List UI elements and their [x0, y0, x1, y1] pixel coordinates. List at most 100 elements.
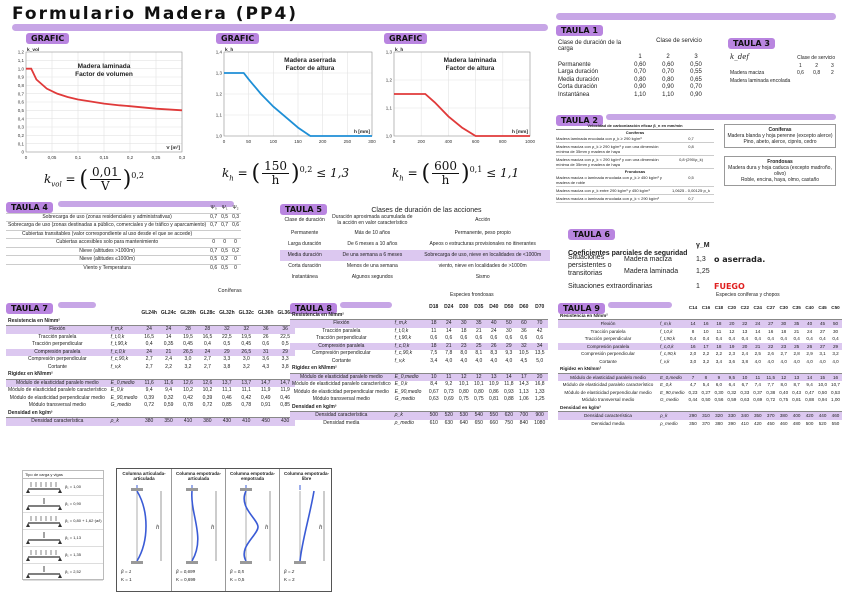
tabla9-header-row: C14 C16 C18 C20 C22 C24 C27 C30 C35 C40 C45 C50	[558, 304, 842, 312]
tabla9-cell: 0,4	[728, 336, 736, 341]
tabla9-cell: 22	[764, 342, 778, 350]
tabla8-row-label: Módulo transversal medio	[312, 396, 370, 402]
tabla1-row-label: Permanente	[558, 61, 591, 68]
tabla9-cell: 16	[686, 342, 700, 350]
grafic-label-1: GRAFIC	[26, 33, 70, 44]
tabla9-cell: 320	[712, 411, 726, 420]
tabla8-cell: 12	[471, 373, 487, 381]
tabla8-table: D18 D24 D30 D35 D40 D50 D60 D70 Resistencia en N…	[290, 304, 548, 427]
tabla9-cell: 0,23	[688, 389, 698, 395]
chart-ylabel: k_vol	[27, 47, 39, 53]
tabla9-cell: 4,7	[689, 382, 697, 387]
chart-xlabel: V [m³]	[166, 145, 180, 151]
column-title: Columna empotrada-articulada	[175, 471, 221, 481]
tabla2-header: Velocidad de carbonización eficaz β_n en…	[556, 123, 714, 130]
tabla7-cell: 9,4	[145, 387, 153, 393]
tabla8-row-label: Densidad característica	[290, 411, 393, 420]
tabla2-row-value: 0,7	[688, 136, 694, 141]
tabla8-cell: 4,0	[505, 357, 513, 364]
tabla8-row-label: Módulo de elasticidad perpendicular medi…	[293, 388, 389, 395]
tabla3-cell	[825, 78, 840, 86]
tabla8-cell: 640	[459, 419, 468, 426]
tabla9-cell: 3,4	[715, 358, 723, 364]
tabla8-cell: 10,5	[518, 350, 529, 356]
tabla9-col: C20	[727, 305, 737, 310]
tabla7-row-label: Módulo de elasticidad paralelo caracterí…	[8, 387, 107, 393]
tabla7-cell: 0,5	[223, 341, 231, 347]
chart-x-tick: 600	[472, 139, 480, 144]
column-base-support	[294, 561, 306, 564]
tabla9-cell: 0,72	[766, 397, 776, 402]
tabla4-row: Viento y Temperatura 0,6 0,5 0	[6, 264, 242, 272]
column-top-support	[240, 488, 252, 491]
tabla9-section-title: Rigidez en kN/mm²	[558, 365, 842, 374]
chart-series-line	[394, 93, 530, 137]
tabla9-col: C27	[766, 305, 775, 310]
tabla1-row: Corta duración 0,90 0,90 0,70	[556, 84, 710, 92]
tabla1-cell: 0,60	[634, 61, 646, 68]
tabla4-row: Nieve (altitudes >1000m) 0,7 0,5 0,2	[6, 247, 242, 256]
tabla9-cell: 22	[738, 319, 752, 328]
tabla8-row-label: Cortante	[331, 357, 351, 364]
tabla9-cell: 400	[790, 411, 804, 420]
tabla7-cell: 0,35	[163, 341, 174, 347]
tabla9-cell: 6,4	[728, 382, 736, 387]
chart-title-line2: Factor de altura	[446, 65, 495, 72]
tabla2-block: TAULA 2	[556, 110, 840, 128]
tabla7-cell: 3,6	[262, 356, 270, 362]
tabla9-header-empty	[558, 304, 658, 312]
tabla4-cell: 0	[234, 239, 237, 245]
tabla1-cell: 0,80	[662, 76, 674, 83]
tabla9-bar	[608, 302, 672, 308]
tabla7-row-label: Cortante	[47, 363, 67, 370]
tabla9-cell: 0,50	[701, 397, 711, 402]
tabla8-cell: 8,1	[475, 350, 483, 356]
tabla9-cell: 18	[712, 319, 726, 328]
tabla9-cell: 1,00	[831, 397, 840, 402]
tabla2-box2-title: Frondosas	[767, 159, 793, 165]
tabla7-cell: 3,0	[184, 356, 192, 362]
tabla7-cell: 410	[178, 417, 198, 426]
tabla7-cell: 19,5	[241, 333, 252, 340]
tabla9-row-label: Módulo de elasticidad paralelo caracterí…	[562, 382, 654, 387]
tabla9-cell: 7	[686, 373, 700, 381]
chart-x-tick: 0	[223, 139, 226, 144]
tabla9-row-label: Densidad media	[591, 420, 625, 426]
tabla9-cell: 14	[803, 373, 817, 381]
tabla8-cell: 4,5	[520, 357, 528, 364]
tabla2-row-value: 0,8	[688, 144, 694, 149]
chart-x-tick: 0,1	[75, 155, 82, 160]
column-top-support	[186, 488, 198, 491]
column-k: K = 1	[121, 577, 132, 582]
chart-ylabel: k_h	[225, 47, 233, 53]
beams-title: Tipo de carga y vigas	[23, 471, 103, 479]
tabla9-cell: 27	[816, 342, 830, 350]
tabla9-row-label: Módulo de elasticidad paralelo medio	[558, 373, 658, 381]
tabla9-cell: 17	[699, 342, 713, 350]
column-sketch: h	[131, 485, 162, 564]
tabla8-cell: 17	[516, 373, 532, 381]
tabla7-cell: 32	[236, 325, 256, 334]
tabla7-cell: 4,3	[262, 363, 270, 370]
tabla5-table: Clase de duración Duración aproximada acu…	[280, 212, 550, 283]
tabla8-cell: 0,88	[503, 396, 514, 402]
tabla7-cell: 0,49	[260, 394, 271, 401]
tabla9-cell: 0,4	[689, 336, 697, 341]
tabla2-box-frondosas: Frondosas Madera dura y hoja caduca (exc…	[724, 156, 836, 186]
tabla7-cell: 21	[158, 348, 179, 356]
tabla9-cell: 3,1	[819, 351, 826, 356]
tabla5-block: TAULA 5 Clases de duración de las accion…	[280, 199, 550, 217]
tabla9-cell: 8,7	[793, 382, 800, 387]
beam-sketch	[26, 498, 62, 510]
tabla7-cell: 0,46	[221, 394, 232, 401]
tabla3-col: 3	[830, 62, 834, 69]
tabla7-cell: 0,78	[241, 402, 252, 408]
tabla4-row-label: Cubiertas accesibles solo para mantenimi…	[55, 239, 159, 245]
tabla7-row: Densidad característica ρ_k 380 350 410 380 43…	[6, 417, 295, 426]
tabla9-row: Densidad característica ρ_k 290 310 320 330 34…	[558, 411, 842, 420]
tabla7-cell: 13,7	[217, 379, 237, 387]
tabla7-cell: 11,6	[139, 379, 159, 387]
tabla4-cell: 0,3	[232, 213, 240, 220]
tabla9-cell: 0,63	[740, 397, 750, 402]
tabla7-cell: 3,8	[223, 363, 231, 370]
